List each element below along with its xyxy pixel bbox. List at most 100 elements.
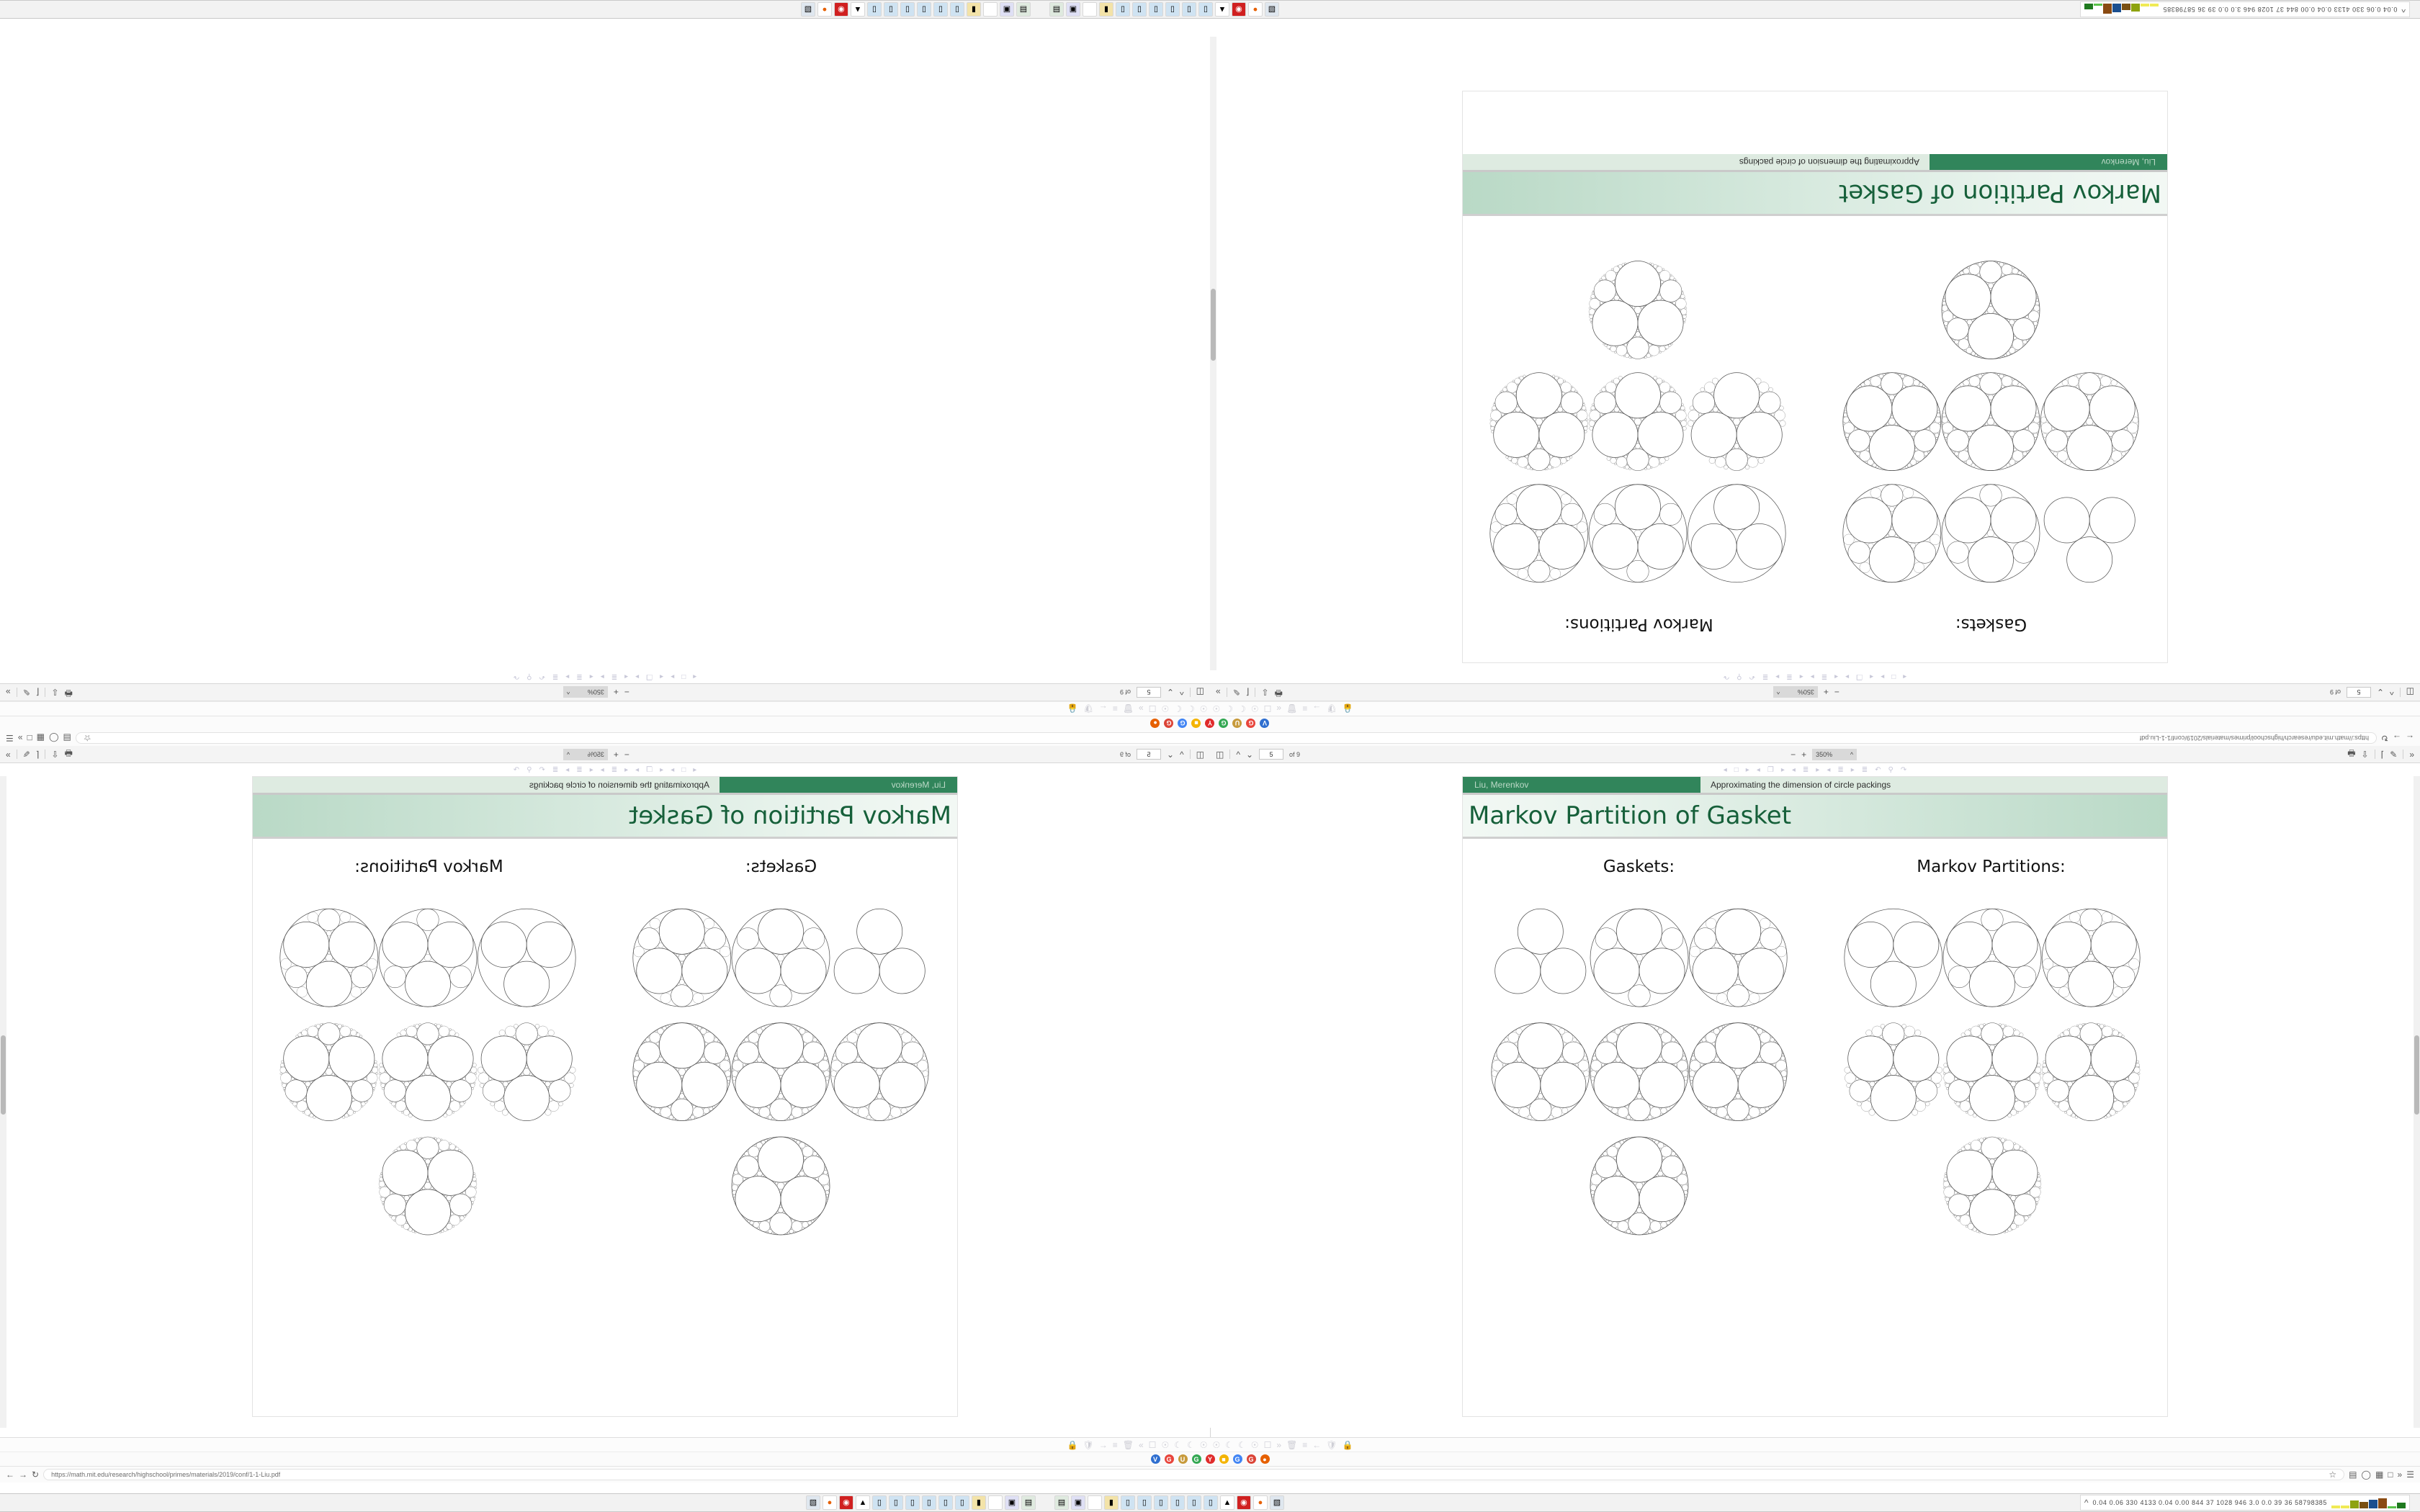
bookmark-img[interactable]: ■	[1219, 1454, 1229, 1464]
forward-arrow-icon[interactable]: →	[2393, 733, 2401, 743]
undo-icon[interactable]: ↶	[1749, 672, 1755, 681]
record-icon[interactable]: ◉	[838, 1495, 853, 1510]
download-icon[interactable]: ⇩	[1261, 687, 1269, 698]
globe-icon[interactable]: ☉	[1212, 703, 1221, 714]
document-icon[interactable]: ▯	[900, 2, 915, 17]
back-arrow-icon[interactable]: ←	[2406, 733, 2414, 743]
wrapped-scroll-icon[interactable]: ≣	[1786, 672, 1793, 681]
document-icon[interactable]: ▯	[883, 2, 898, 17]
bookmark-g4[interactable]: G	[1246, 1454, 1256, 1464]
moon-icon[interactable]: ☾	[1174, 1439, 1182, 1450]
folder-icon[interactable]: ▮	[966, 2, 981, 17]
prev-wrap-arrow-icon[interactable]: ◂	[1827, 765, 1831, 774]
next-spread-arrow-icon[interactable]: ▸	[635, 765, 640, 774]
pdf-toolbar-c[interactable]: ◫ ^ ⌄ 5 of 9 − + 350% ^	[0, 746, 1210, 763]
multi-page-icon[interactable]: ❐	[1856, 672, 1863, 681]
browser-window-bottom[interactable]: ◫ ^ ⌄ 5 of 9 − + 350% ^	[0, 746, 2420, 1493]
pdf-vertical-scrollbar-d[interactable]	[2414, 776, 2420, 1428]
text-cursor-icon[interactable]: ⌈	[35, 687, 40, 698]
globe-icon[interactable]: ☉	[1250, 1439, 1259, 1450]
chevron-double-right-icon[interactable]: »	[1215, 687, 1221, 698]
print-icon[interactable]: 🖶	[2347, 748, 2356, 758]
lock-icon[interactable]: 🔒	[1067, 1439, 1078, 1450]
chevron-double-right-icon[interactable]: »	[5, 749, 11, 760]
document-icon[interactable]: ▯	[916, 2, 931, 17]
blank-icon[interactable]	[982, 2, 998, 17]
next-page-arrow-icon[interactable]: ▸	[671, 765, 675, 774]
bookmark-g1[interactable]: G	[1164, 1454, 1174, 1464]
bookmark-y[interactable]: Y	[1205, 1454, 1215, 1464]
bookmark-g3[interactable]: G	[1232, 1454, 1242, 1464]
prev-wrap-arrow-icon[interactable]: ◂	[589, 765, 593, 774]
plus-icon[interactable]: +	[1801, 749, 1807, 760]
chevron-double-icon[interactable]: »	[17, 733, 23, 743]
next-scroll-arrow-icon[interactable]: ▸	[1810, 672, 1814, 681]
taskbar-top-icons-mirror[interactable]: ▤ ▣ ▮ ▯ ▯ ▯ ▯ ▯ ▯ ▲ ◉ ● ▧	[800, 2, 1031, 17]
folder-icon[interactable]: ☐	[1263, 703, 1272, 714]
document-icon[interactable]: ▯	[1203, 1495, 1218, 1510]
print-icon[interactable]: 🖶	[64, 688, 73, 698]
shield-icon[interactable]: 🛡	[1083, 1439, 1094, 1450]
next-wrap-arrow-icon[interactable]: ▸	[565, 765, 570, 774]
firefox-icon[interactable]: ●	[822, 1495, 837, 1510]
pdf-pane-right-bottom[interactable]: ◫ ^ ⌄ 5 of 9 − + 350% ^ 🖶 ⇩	[1210, 746, 2420, 1437]
document-icon[interactable]: ▯	[905, 1495, 920, 1510]
moon-icon[interactable]: ☾	[1238, 703, 1246, 714]
penguin-icon[interactable]: ▲	[850, 2, 865, 17]
penguin-icon[interactable]: ▲	[855, 1495, 870, 1510]
chevron-down-icon[interactable]: ⌄	[2376, 687, 2385, 698]
undo-icon[interactable]: ↶	[539, 672, 545, 681]
document-icon[interactable]: ▯	[1137, 1495, 1152, 1510]
pdf-toolbar-d[interactable]: ◫ ^ ⌄ 5 of 9 − + 350% ^ 🖶 ⇩	[1210, 746, 2420, 763]
chevron-up-icon[interactable]: ^	[1180, 749, 1184, 760]
chevron-down-icon[interactable]: ⌄	[1166, 687, 1175, 698]
screen-icon[interactable]: ▤	[1016, 2, 1031, 17]
address-bar-bottom[interactable]: https://math.mit.edu/research/highschool…	[43, 1469, 2345, 1480]
arrow-left-icon[interactable]: ←	[1098, 703, 1108, 714]
bookmark-ff[interactable]: ●	[1150, 719, 1160, 728]
text-cursor-icon[interactable]: ⌈	[2380, 749, 2385, 760]
pdf-page-area-b[interactable]	[0, 37, 1210, 670]
plus-icon[interactable]: +	[613, 749, 619, 760]
globe-icon[interactable]: ☉	[1199, 1439, 1208, 1450]
bookmark-u[interactable]: U	[1232, 719, 1242, 728]
chevron-up-icon[interactable]: ^	[2390, 687, 2394, 698]
account-icon[interactable]: ◯	[49, 733, 59, 743]
next-page-arrow-icon[interactable]: ▸	[671, 672, 675, 681]
arrow-right-icon[interactable]: →	[1098, 1439, 1108, 1450]
settings-slider-icon[interactable]: ≡	[1302, 1439, 1308, 1450]
bookmark-ff[interactable]: ●	[1260, 1454, 1270, 1464]
next-wrap-arrow-icon[interactable]: ▸	[565, 672, 570, 681]
minus-icon[interactable]: −	[624, 749, 629, 760]
address-bar-top[interactable]: https://math.mit.edu/research/highschool…	[75, 732, 2377, 744]
reload-icon[interactable]: ↻	[32, 1470, 40, 1480]
floppy-icon[interactable]: ▣	[1065, 2, 1080, 17]
back-arrow-icon[interactable]: ←	[6, 1470, 14, 1480]
screen-icon[interactable]: ▤	[1021, 1495, 1036, 1510]
pdf-page-area-d[interactable]: Liu, Merenkov Approximating the dimensio…	[1210, 776, 2420, 1428]
taskbar-bottom-icons-mirror[interactable]: ▤ ▣ ▮ ▯ ▯ ▯ ▯ ▯ ▯ ▲ ◉ ● ▧	[1054, 1495, 1284, 1510]
taskbar-bottom[interactable]: ▧ ● ◉ ▲ ▯ ▯ ▯ ▯ ▯ ▯ ▮ ▣ ▤ ▤ ▣ ▮ ▯ ▯ ▯ ▯ …	[0, 1493, 2420, 1512]
account-icon[interactable]: ◯	[2361, 1470, 2371, 1480]
record-icon[interactable]: ◉	[833, 2, 848, 17]
redo-icon[interactable]: ↷	[513, 765, 520, 774]
prev-wrap-arrow-icon[interactable]: ◂	[589, 672, 593, 681]
zoom-level-select[interactable]: 350% ^	[563, 748, 608, 760]
vertical-scroll-icon[interactable]: ≣	[611, 672, 618, 681]
view-mode-bar-b[interactable]: ◂ □ ▸ ◂ ❐ ▸ ◂ ≣ ▸ ◂ ≣ ▸ ≣ ↶ ⚲ ↷	[0, 670, 1210, 683]
prev-page-arrow-icon[interactable]: ◂	[693, 765, 697, 774]
bookmarks-bar-bottom[interactable]: V G U G Y ■ G G ●	[0, 1452, 2420, 1467]
document-icon[interactable]: ▯	[871, 1495, 887, 1510]
document-icon[interactable]: ▯	[921, 1495, 936, 1510]
pdf-page-area-a[interactable]: Gaskets: Markov Partitions:	[1210, 37, 2420, 670]
shield-icon[interactable]: 🛡	[1326, 703, 1337, 714]
single-page-icon[interactable]: □	[681, 765, 686, 774]
penguin-icon[interactable]: ▲	[1214, 2, 1229, 17]
vertical-scroll-icon[interactable]: ≣	[1821, 672, 1828, 681]
bookmark-g4[interactable]: G	[1164, 719, 1174, 728]
chevron-right-double-icon[interactable]: »	[1138, 703, 1144, 714]
folder-icon[interactable]: ☐	[1148, 703, 1157, 714]
document-icon[interactable]: ▯	[1186, 1495, 1201, 1510]
chevron-up-icon[interactable]: ^	[2401, 4, 2406, 14]
zoom-level-select[interactable]: 350% ^	[563, 686, 608, 698]
